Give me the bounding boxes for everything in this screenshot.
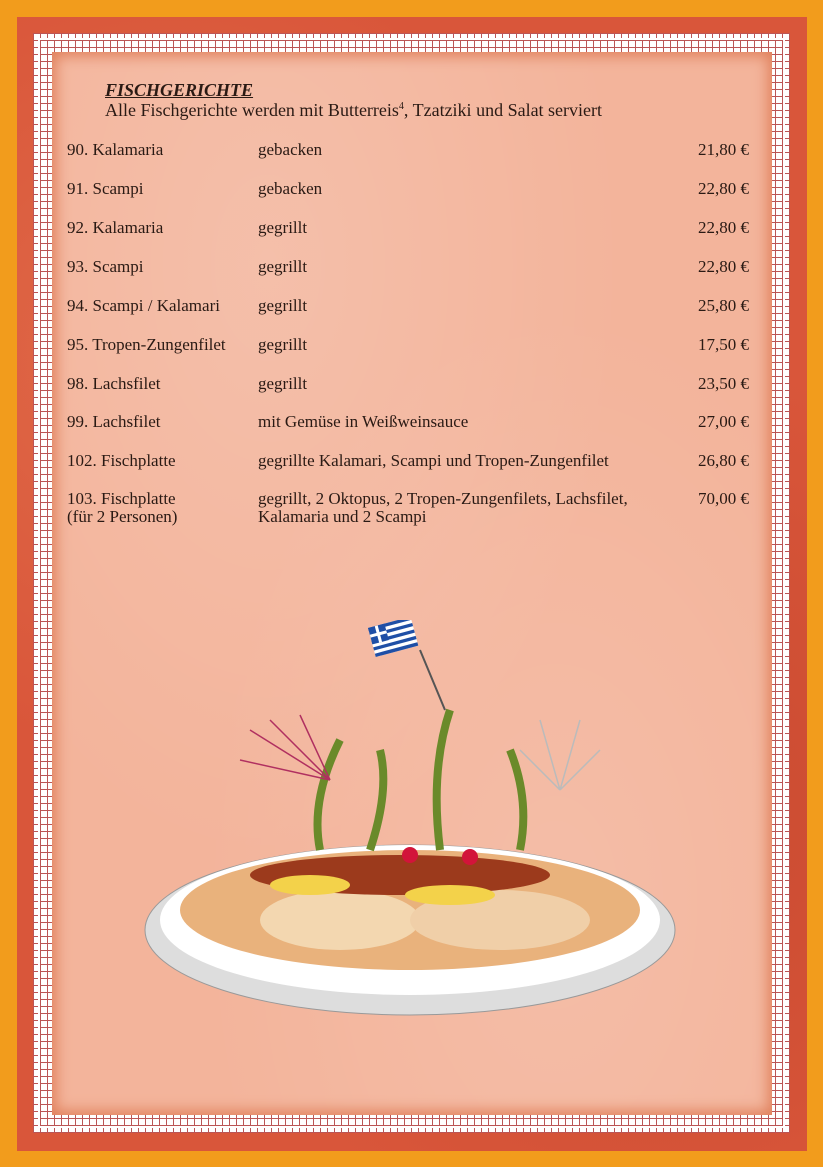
item-price: 22,80 € — [698, 179, 749, 198]
fish-platter-image — [144, 620, 676, 1016]
section-title: FISCHGERICHTE — [105, 80, 254, 100]
item-description: gebacken — [258, 140, 323, 159]
item-description: mit Gemüse in Weißweinsauce — [258, 412, 469, 431]
item-price: 23,50 € — [698, 374, 749, 393]
item-name: 102. Fischplatte — [67, 451, 176, 470]
item-name: 92. Kalamaria — [67, 218, 164, 237]
subtitle-text: , Tzatziki und Salat serviert — [403, 100, 603, 120]
item-price: 26,80 € — [698, 451, 749, 470]
item-note: (für 2 Personen) — [67, 507, 178, 526]
subtitle-text: Alle Fischgerichte werden mit Butterreis — [105, 100, 399, 120]
item-description-cont: Kalamaria und 2 Scampi — [258, 507, 427, 526]
item-price: 22,80 € — [698, 218, 749, 237]
border-line — [38, 38, 785, 1128]
item-price: 25,80 € — [698, 296, 749, 315]
item-name: 91. Scampi — [67, 179, 144, 198]
footnote-marker: 4 — [398, 101, 404, 112]
item-description: gebacken — [258, 179, 323, 198]
item-description: gegrillt — [258, 374, 308, 393]
item-price: 22,80 € — [698, 257, 749, 276]
item-description: gegrillt — [258, 335, 308, 354]
item-price: 17,50 € — [698, 335, 749, 354]
item-name: 90. Kalamaria — [67, 140, 164, 159]
item-name: 94. Scampi / Kalamari — [67, 296, 220, 315]
item-name: 98. Lachsfilet — [67, 374, 161, 393]
item-name: 103. Fischplatte — [67, 489, 176, 508]
section-subtitle: Alle Fischgerichte werden mit Butterreis… — [105, 100, 602, 121]
item-name: 95. Tropen-Zungenfilet — [67, 335, 226, 354]
item-name: 93. Scampi — [67, 257, 144, 276]
item-price: 70,00 € — [698, 489, 749, 508]
item-description: gegrillte Kalamari, Scampi und Tropen-Zu… — [258, 451, 609, 470]
item-name: 99. Lachsfilet — [67, 412, 161, 431]
item-description: gegrillt, 2 Oktopus, 2 Tropen-Zungenfile… — [258, 489, 628, 508]
item-description: gegrillt — [258, 218, 308, 237]
item-price: 21,80 € — [698, 140, 749, 159]
item-description: gegrillt — [258, 296, 308, 315]
item-description: gegrillt — [258, 257, 308, 276]
item-price: 27,00 € — [698, 412, 749, 431]
